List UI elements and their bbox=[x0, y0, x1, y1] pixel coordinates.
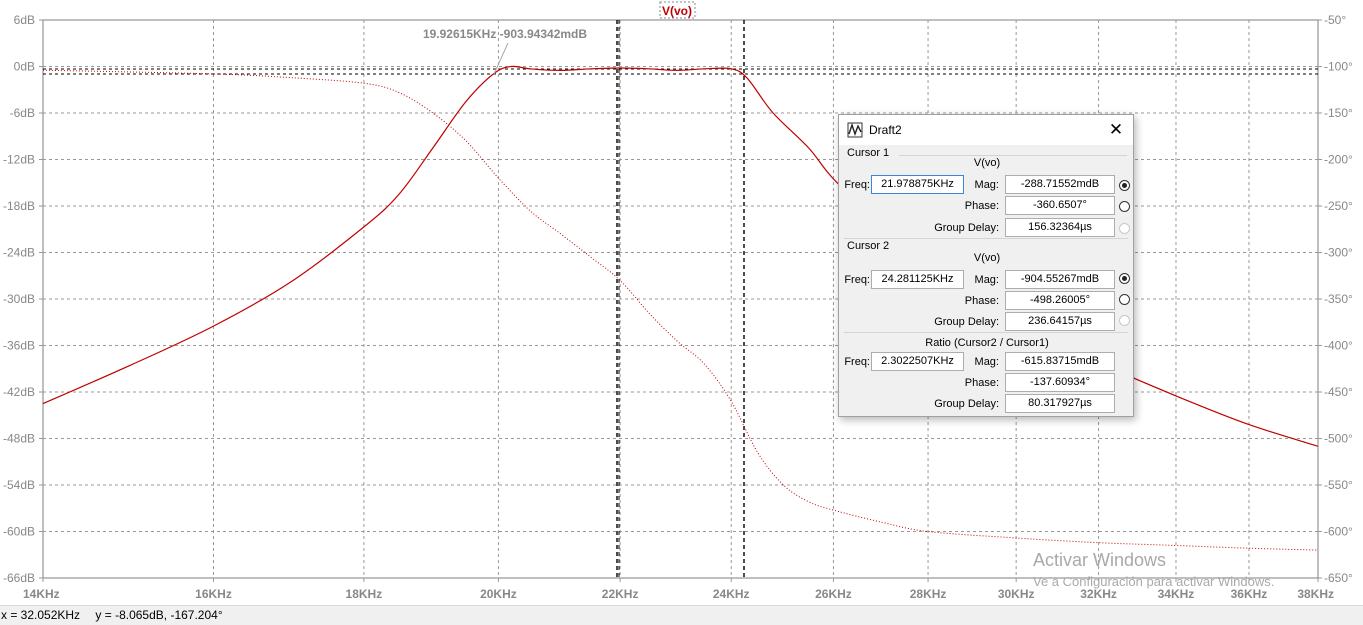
x-axis-tick-label: 16KHz bbox=[195, 587, 232, 601]
cursor2-mag-field[interactable]: -904.55267mdB bbox=[1005, 270, 1115, 289]
left-axis-tick-label: -12dB bbox=[3, 153, 35, 167]
left-axis-tick-label: 0dB bbox=[14, 60, 35, 74]
section-divider bbox=[844, 332, 1128, 333]
ratio-mag-field[interactable]: -615.83715mdB bbox=[1005, 352, 1115, 371]
cursor1-group-delay-radio[interactable] bbox=[1119, 223, 1130, 234]
cursor1-section-label: Cursor 1 bbox=[847, 147, 890, 159]
right-axis-tick-label: -50° bbox=[1324, 13, 1346, 27]
right-axis-tick-label: -650° bbox=[1324, 571, 1353, 585]
plot-title-frame bbox=[659, 1, 696, 19]
x-axis-tick-label: 22KHz bbox=[602, 587, 639, 601]
dialog-title: Draft2 bbox=[869, 123, 902, 137]
cursor1-phase-radio[interactable] bbox=[1119, 201, 1130, 212]
left-axis-tick-label: -30dB bbox=[3, 292, 35, 306]
activation-watermark-text: Ve a Configuración para activar Windows. bbox=[1033, 574, 1275, 589]
cursor2-mag-label: Mag: bbox=[974, 274, 999, 286]
grid-lines bbox=[39, 19, 1322, 582]
right-axis-tick-label: -250° bbox=[1324, 199, 1353, 213]
cursor1-freq-label: Freq: bbox=[844, 179, 870, 191]
cursor1-mag-radio[interactable] bbox=[1119, 180, 1130, 191]
cursor1-trace-name: V(vo) bbox=[973, 157, 1001, 169]
ratio-group-delay-label: Group Delay: bbox=[934, 398, 999, 410]
dialog-titlebar[interactable]: Draft2 ✕ bbox=[839, 115, 1133, 145]
right-axis-tick-label: -150° bbox=[1324, 106, 1353, 120]
section-divider bbox=[899, 155, 1127, 156]
section-divider bbox=[844, 238, 1128, 239]
ratio-mag-label: Mag: bbox=[974, 356, 999, 368]
x-axis-ticks: 14KHz 16KHz 18KHz 20KHz 22KHz 24KHz 26KHz 28KHz… bbox=[23, 587, 1334, 601]
x-axis-tick-label: 32KHz bbox=[1080, 587, 1117, 601]
right-axis-tick-label: -300° bbox=[1324, 246, 1353, 260]
left-axis-tick-label: -48dB bbox=[3, 432, 35, 446]
ratio-phase-field[interactable]: -137.60934° bbox=[1005, 373, 1115, 392]
cursor1-group-delay-label: Group Delay: bbox=[934, 222, 999, 234]
right-axis-tick-label: -100° bbox=[1324, 60, 1353, 74]
right-axis-tick-label: -500° bbox=[1324, 432, 1353, 446]
left-axis-tick-label: -54dB bbox=[3, 478, 35, 492]
right-axis-tick-label: -600° bbox=[1324, 525, 1353, 539]
activation-watermark-title: Activar Windows bbox=[1033, 550, 1167, 570]
marker-leader bbox=[493, 42, 509, 75]
waveform-plot[interactable]: 6dB 0dB -6dB -12dB -18dB -24dB -30dB -36dB -42dB… bbox=[0, 0, 1363, 605]
cursor2-freq-field[interactable]: 24.281125KHz bbox=[871, 270, 964, 289]
ratio-phase-label: Phase: bbox=[964, 377, 999, 389]
left-axis-tick-label: -18dB bbox=[3, 199, 35, 213]
plot-title[interactable]: V(vo) bbox=[662, 4, 692, 18]
right-axis-tick-label: -350° bbox=[1324, 292, 1353, 306]
close-icon[interactable]: ✕ bbox=[1108, 120, 1124, 139]
status-bar: x = 32.052KHz y = -8.065dB, -167.204° bbox=[0, 605, 1363, 625]
left-axis-tick-label: -24dB bbox=[3, 246, 35, 260]
x-axis-tick-label: 30KHz bbox=[998, 587, 1035, 601]
cursor2-mag-radio[interactable] bbox=[1119, 273, 1130, 284]
cursor2-trace-name: V(vo) bbox=[973, 252, 1001, 264]
left-axis-tick-label: -42dB bbox=[3, 385, 35, 399]
right-axis-tick-label: -400° bbox=[1324, 339, 1353, 353]
right-axis-ticks: -50° -100° -150° -200° -250° -300° -350° -400° -… bbox=[1324, 13, 1353, 585]
cursor2-section-label: Cursor 2 bbox=[847, 240, 890, 252]
cursor2-freq-label: Freq: bbox=[844, 274, 870, 286]
cursor2-group-delay-label: Group Delay: bbox=[934, 316, 999, 328]
x-axis-tick-label: 18KHz bbox=[346, 587, 383, 601]
x-axis-tick-label: 20KHz bbox=[480, 587, 517, 601]
cursor1-freq-field[interactable]: 21.978875KHz bbox=[871, 175, 964, 194]
phase-trace[interactable] bbox=[42, 69, 1319, 551]
x-axis-tick-label: 34KHz bbox=[1158, 587, 1195, 601]
ratio-freq-label: Freq: bbox=[844, 356, 870, 368]
left-axis-tick-label: -6dB bbox=[10, 106, 35, 120]
status-x-readout: x = 32.052KHz bbox=[1, 608, 81, 622]
left-axis-tick-label: -36dB bbox=[3, 339, 35, 353]
status-y-readout: y = -8.065dB, -167.204° bbox=[95, 608, 223, 622]
x-axis-tick-label: 38KHz bbox=[1297, 587, 1334, 601]
cursor2-phase-radio[interactable] bbox=[1119, 294, 1130, 305]
left-axis-tick-label: -60dB bbox=[3, 525, 35, 539]
left-axis-tick-label: 6dB bbox=[14, 13, 35, 27]
left-axis-tick-label: -66dB bbox=[3, 571, 35, 585]
x-axis-tick-label: 26KHz bbox=[815, 587, 852, 601]
cursor1-mag-label: Mag: bbox=[974, 179, 999, 191]
cursor-dialog[interactable]: Draft2 ✕ Cursor 1 V(vo) Freq: 21.978875K… bbox=[838, 114, 1134, 417]
right-axis-tick-label: -200° bbox=[1324, 153, 1353, 167]
x-axis-tick-label: 14KHz bbox=[23, 587, 60, 601]
ratio-freq-field[interactable]: 2.3022507KHz bbox=[871, 352, 964, 371]
ltspice-waveform-icon bbox=[847, 122, 863, 138]
cursor1-group-delay-field[interactable]: 156.32364µs bbox=[1005, 218, 1115, 237]
cursor2-phase-label: Phase: bbox=[964, 295, 999, 307]
cursor1-phase-label: Phase: bbox=[964, 200, 999, 212]
x-axis-tick-label: 36KHz bbox=[1231, 587, 1268, 601]
cursor2-phase-field[interactable]: -498.26005° bbox=[1005, 291, 1115, 310]
cursor2-group-delay-field[interactable]: 236.64157µs bbox=[1005, 312, 1115, 331]
cursor1-phase-field[interactable]: -360.6507° bbox=[1005, 196, 1115, 215]
left-axis-ticks: 6dB 0dB -6dB -12dB -18dB -24dB -30dB -36dB -42dB… bbox=[3, 13, 35, 585]
x-axis-tick-label: 28KHz bbox=[910, 587, 947, 601]
ratio-section-label: Ratio (Cursor2 / Cursor1) bbox=[925, 337, 1049, 349]
marker-annotation: 19.92615KHz -903.94342mdB bbox=[423, 27, 587, 41]
right-axis-tick-label: -450° bbox=[1324, 385, 1353, 399]
cursor2-group-delay-radio[interactable] bbox=[1119, 315, 1130, 326]
right-axis-tick-label: -550° bbox=[1324, 478, 1353, 492]
cursor1-mag-field[interactable]: -288.71552mdB bbox=[1005, 175, 1115, 194]
ratio-group-delay-field[interactable]: 80.317927µs bbox=[1005, 394, 1115, 413]
x-axis-tick-label: 24KHz bbox=[713, 587, 750, 601]
